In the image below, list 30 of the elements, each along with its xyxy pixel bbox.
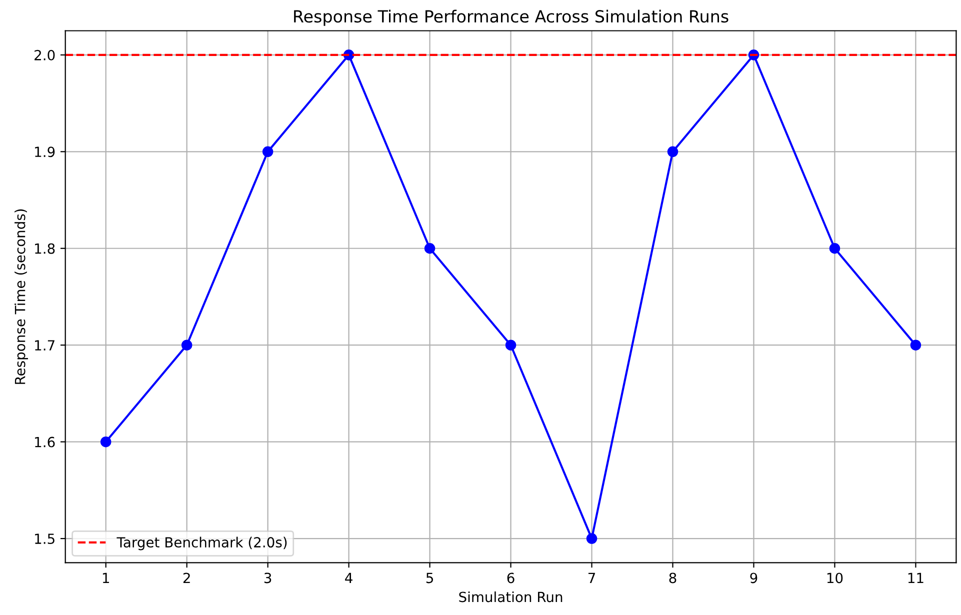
- chart-title: Response Time Performance Across Simulation Runs: [294, 10, 728, 26]
- x-tick-label: 3: [264, 572, 272, 584]
- y-tick-label: 1.6: [35, 436, 55, 448]
- y-tick-label: 1.5: [35, 534, 54, 544]
- legend-label: Target Benchmark (2.0s): [116, 536, 287, 550]
- x-axis-title: Simulation Run: [459, 591, 562, 602]
- x-tick-label: 7: [588, 572, 595, 583]
- point: [829, 242, 840, 254]
- x-tick-label: 10: [827, 572, 843, 584]
- point: [910, 340, 922, 350]
- x-tick-label: 5: [426, 572, 433, 584]
- y-tick-label: 2.0: [34, 50, 55, 60]
- x-tick-label: 4: [345, 572, 352, 583]
- x-tick-label: 6: [507, 572, 514, 584]
- y-axis-title: Response Time (seconds): [14, 209, 28, 384]
- point: [262, 146, 274, 158]
- point: [424, 242, 436, 254]
- point: [586, 533, 598, 544]
- x-tick-label: 1: [102, 572, 109, 583]
- point: [505, 340, 516, 350]
- point: [667, 146, 678, 158]
- x-tick-label: 11: [908, 572, 924, 583]
- x-tick-label: 2: [183, 572, 190, 583]
- point: [100, 436, 112, 448]
- x-tick-label: 9: [750, 572, 758, 584]
- x-tick-label: 8: [669, 572, 676, 584]
- y-tick-label: 1.8: [35, 243, 55, 254]
- point: [181, 340, 192, 350]
- y-tick-label: 1.9: [35, 146, 55, 158]
- y-tick-label: 1.7: [35, 340, 54, 350]
